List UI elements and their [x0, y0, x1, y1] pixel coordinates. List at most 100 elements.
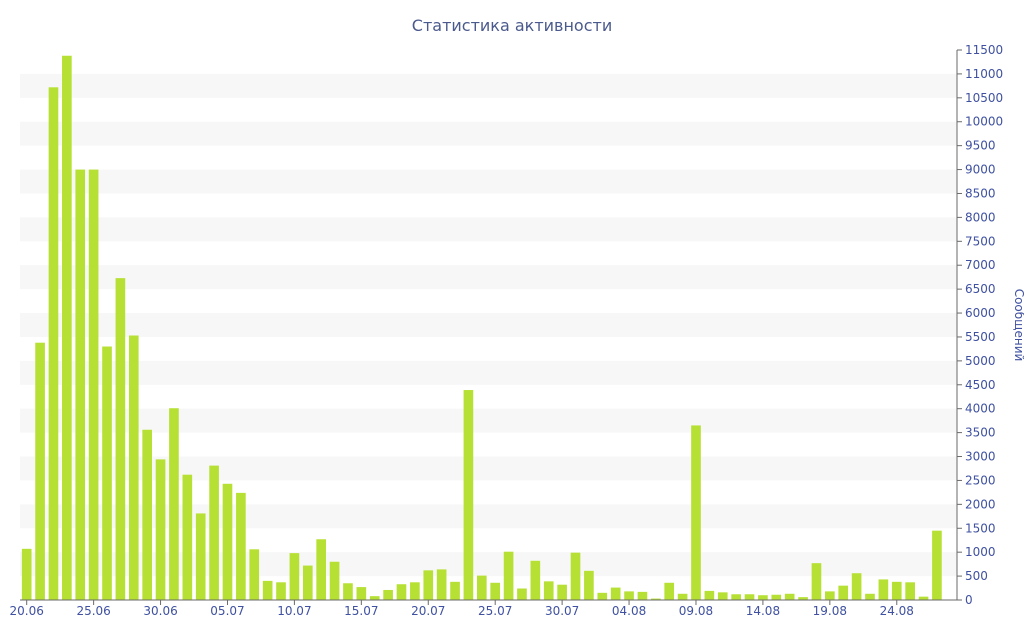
grid-band [20, 408, 957, 433]
x-tick-label: 04.08 [612, 604, 646, 618]
y-tick-label: 8500 [965, 186, 996, 200]
y-tick-label: 11000 [965, 67, 1003, 81]
bar-04.08[interactable] [624, 591, 634, 600]
y-tick-label: 2500 [965, 473, 996, 487]
bar-13.08[interactable] [744, 594, 755, 600]
bar-23.08[interactable] [878, 579, 889, 600]
bar-16.08[interactable] [784, 593, 795, 600]
bar-31.07[interactable] [570, 552, 581, 600]
bar-14.07[interactable] [343, 583, 353, 600]
grid-band [20, 456, 957, 481]
bar-12.07[interactable] [316, 539, 326, 600]
x-tick-label: 05.07 [210, 604, 244, 618]
bar-03.08[interactable] [610, 587, 621, 600]
bar-25.07[interactable] [490, 582, 501, 600]
bar-11.08[interactable] [717, 592, 728, 600]
y-tick-label: 0 [965, 593, 973, 607]
bar-29.06[interactable] [142, 429, 152, 600]
bar-13.07[interactable] [329, 561, 340, 600]
bar-25.06[interactable] [88, 169, 99, 600]
bar-23.07[interactable] [463, 390, 474, 600]
bar-19.07[interactable] [410, 582, 420, 600]
y-tick-label: 2000 [965, 497, 996, 511]
bar-29.07[interactable] [543, 581, 554, 600]
bar-07.07[interactable] [249, 549, 260, 600]
bar-27.07[interactable] [517, 588, 527, 600]
grid-band [20, 504, 957, 529]
bar-26.08[interactable] [918, 596, 929, 600]
grid-band [20, 313, 957, 337]
bar-04.07[interactable] [209, 465, 219, 600]
grid-band [20, 169, 957, 194]
x-tick-label: 20.07 [411, 604, 445, 618]
bar-17.07[interactable] [383, 589, 393, 600]
bar-24.08[interactable] [891, 581, 902, 600]
bar-09.08[interactable] [691, 425, 701, 600]
y-axis-label: Сообщений [1012, 289, 1024, 362]
bar-26.07[interactable] [503, 551, 514, 600]
y-ticks: 0 500 1000 1500 2000 2500 3000 3500 4000 4500 5000… [957, 43, 1003, 607]
bar-07.08[interactable] [664, 582, 675, 600]
bar-06.08[interactable] [651, 598, 661, 600]
bar-26.06[interactable] [102, 346, 112, 600]
bar-18.07[interactable] [396, 584, 407, 600]
x-tick-label: 30.07 [545, 604, 579, 618]
y-tick-label: 5500 [965, 330, 996, 344]
bar-27.06[interactable] [115, 278, 126, 600]
y-tick-label: 1500 [965, 521, 996, 535]
bar-17.08[interactable] [798, 597, 808, 600]
y-tick-label: 10500 [965, 91, 1003, 105]
bar-24.07[interactable] [476, 575, 487, 600]
bar-10.07[interactable] [289, 553, 300, 600]
bar-16.07[interactable] [369, 596, 380, 600]
y-tick-label: 10000 [965, 115, 1003, 129]
bar-09.07[interactable] [276, 582, 286, 600]
bar-20.07[interactable] [423, 570, 434, 600]
bar-19.08[interactable] [825, 591, 835, 600]
x-ticks: 20.06 25.06 30.06 05.07 10.07 15.07 20.07 25.07… [10, 600, 914, 618]
bar-10.08[interactable] [704, 590, 715, 600]
bar-01.08[interactable] [584, 570, 594, 600]
bar-06.07[interactable] [236, 492, 246, 600]
grid-band [20, 360, 957, 385]
bar-11.07[interactable] [302, 565, 313, 600]
bar-01.07[interactable] [169, 408, 179, 600]
bar-02.07[interactable] [182, 474, 193, 600]
bar-28.06[interactable] [128, 335, 139, 600]
x-tick-label: 19.08 [813, 604, 847, 618]
bar-24.06[interactable] [75, 169, 86, 600]
y-tick-label: 8000 [965, 210, 996, 224]
y-tick-label: 7500 [965, 234, 996, 248]
bar-12.08[interactable] [731, 594, 741, 600]
bar-30.07[interactable] [557, 584, 567, 600]
x-tick-label: 10.07 [277, 604, 311, 618]
bar-20.06[interactable] [21, 548, 32, 600]
grid-bands [20, 73, 957, 577]
bar-14.08[interactable] [758, 595, 768, 600]
bar-15.07[interactable] [356, 587, 367, 600]
bar-30.06[interactable] [155, 459, 166, 600]
bar-02.08[interactable] [597, 592, 608, 600]
grid-band [20, 73, 957, 98]
bar-22.06[interactable] [48, 87, 59, 601]
bar-08.07[interactable] [262, 580, 273, 600]
bar-15.08[interactable] [771, 594, 782, 600]
bar-25.08[interactable] [905, 582, 915, 600]
bar-21.08[interactable] [851, 573, 862, 600]
bar-03.07[interactable] [195, 513, 206, 600]
bar-05.07[interactable] [222, 483, 233, 600]
bar-08.08[interactable] [677, 593, 688, 600]
bar-28.07[interactable] [530, 560, 541, 600]
bar-21.06[interactable] [35, 342, 45, 600]
bar-22.07[interactable] [450, 581, 460, 600]
bar-20.08[interactable] [838, 585, 849, 600]
bar-21.07[interactable] [436, 569, 447, 600]
bar-23.06[interactable] [62, 55, 72, 601]
bar-22.08[interactable] [865, 593, 875, 600]
bar-05.08[interactable] [637, 591, 648, 600]
bar-18.08[interactable] [811, 563, 822, 600]
bar-27.08[interactable] [932, 530, 942, 600]
y-tick-label: 3500 [965, 426, 996, 440]
